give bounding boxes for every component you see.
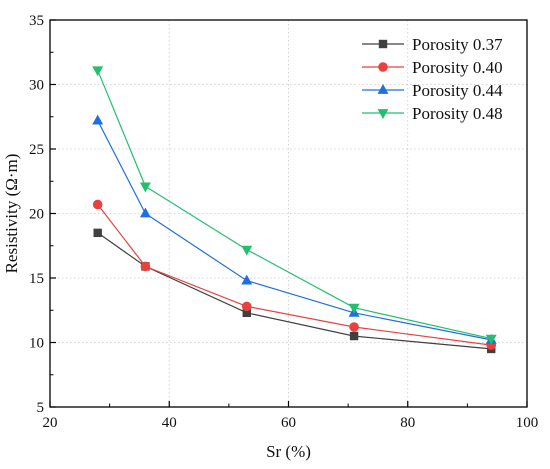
data-point <box>140 261 151 272</box>
data-point <box>349 331 359 341</box>
data-point <box>348 303 360 314</box>
data-point <box>485 334 497 345</box>
data-point <box>92 114 104 125</box>
legend-swatch-marker <box>378 62 388 72</box>
x-tick-label: 80 <box>400 415 415 431</box>
legend-item: Porosity 0.48 <box>362 104 503 123</box>
tick-layer: 20 40 60 80 100 5 10 15 20 25 30 35 <box>29 13 538 431</box>
series-layer <box>92 66 497 354</box>
x-axis-title: Sr (%) <box>266 442 311 461</box>
data-point <box>93 228 102 238</box>
y-tick-label: 35 <box>29 13 44 29</box>
legend-swatch-marker <box>378 39 388 49</box>
legend-item: Porosity 0.40 <box>362 58 503 77</box>
y-tick-label: 5 <box>37 400 45 416</box>
legend: Porosity 0.37 Porosity 0.40 Porosity 0.44 P… <box>362 35 503 123</box>
y-tick-label: 15 <box>29 271 44 287</box>
legend-item: Porosity 0.44 <box>362 81 503 100</box>
x-tick-label: 40 <box>162 415 177 431</box>
y-tick-label: 10 <box>29 336 44 352</box>
data-point <box>241 301 252 312</box>
data-point <box>92 199 103 210</box>
data-point <box>242 308 251 318</box>
x-tick-label: 60 <box>281 415 296 431</box>
legend-item: Porosity 0.37 <box>362 35 503 54</box>
data-point <box>241 274 253 285</box>
legend-label: Porosity 0.44 <box>412 81 503 100</box>
y-tick-label: 25 <box>29 142 44 158</box>
series-4 <box>92 66 497 345</box>
data-point <box>92 66 104 77</box>
series-line <box>97 120 492 341</box>
y-tick-label: 30 <box>29 78 44 94</box>
legend-label: Porosity 0.48 <box>412 104 503 123</box>
legend-label: Porosity 0.40 <box>412 58 503 77</box>
series-line <box>97 232 492 350</box>
legend-swatch-marker <box>377 109 389 119</box>
grid-layer <box>50 20 527 407</box>
x-tick-label: 20 <box>43 415 58 431</box>
data-point <box>139 207 151 218</box>
series-1 <box>93 228 496 354</box>
legend-swatch-marker <box>377 84 389 94</box>
data-point <box>139 182 151 193</box>
x-tick-label: 100 <box>516 415 539 431</box>
y-axis-title: Resistivity (Ω·m) <box>2 154 21 274</box>
legend-label: Porosity 0.37 <box>412 35 503 54</box>
y-tick-label: 20 <box>29 207 44 223</box>
data-point <box>241 245 253 256</box>
data-point <box>349 322 359 332</box>
